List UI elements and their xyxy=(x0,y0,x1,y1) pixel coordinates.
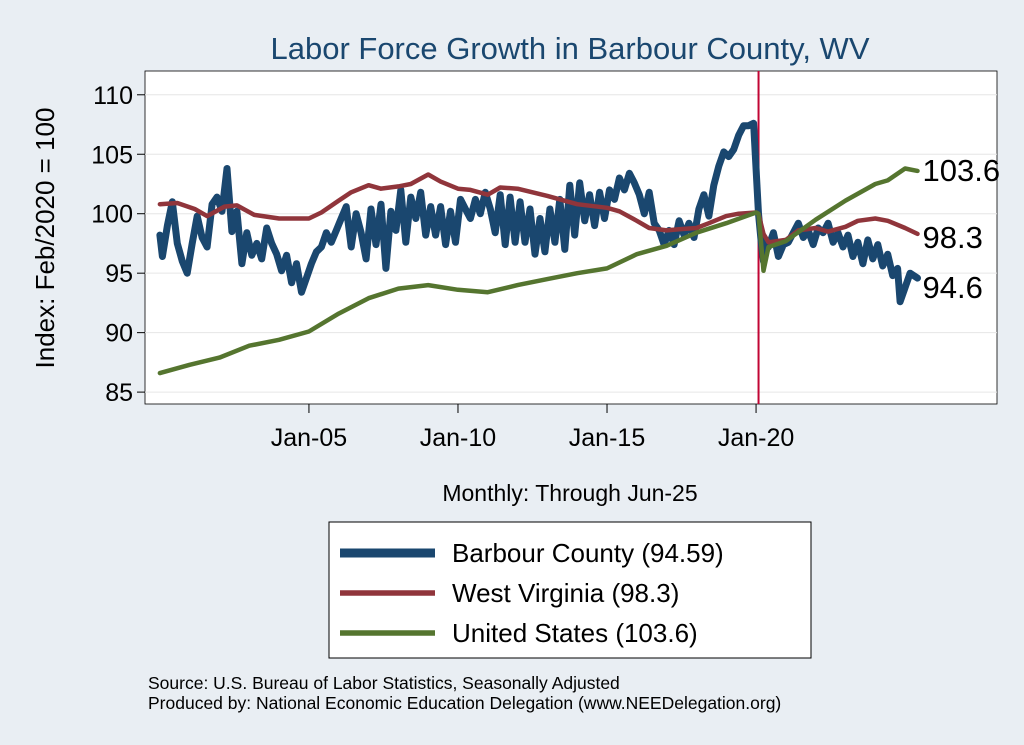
end-label-barbour: 94.6 xyxy=(923,270,983,305)
series-lines xyxy=(156,119,921,376)
x-tick-label-Jan-20: Jan-20 xyxy=(718,424,794,452)
x-tick-label-Jan-05: Jan-05 xyxy=(271,424,347,452)
end-label-us: 103.6 xyxy=(923,153,1001,188)
x-tick-label-Jan-10: Jan-10 xyxy=(420,424,496,452)
x-axis-title: Monthly: Through Jun-25 xyxy=(442,480,697,506)
y-axis-ticks: 85 90 95 100 105 110 xyxy=(91,82,145,407)
plot-area xyxy=(144,70,998,405)
y-tick-label-90: 90 xyxy=(105,320,133,348)
end-label-wv: 98.3 xyxy=(923,220,983,255)
y-tick-label-105: 105 xyxy=(91,141,133,169)
end-labels: 103.6 98.3 94.6 xyxy=(923,153,1001,305)
producer-note: Produced by: National Economic Education… xyxy=(148,693,781,713)
legend: Barbour County (94.59) West Virginia (98.… xyxy=(328,521,812,659)
legend-label-1: West Virginia (98.3) xyxy=(452,578,679,608)
y-axis-title: Index: Feb/2020 = 100 xyxy=(30,108,60,369)
y-tick-label-85: 85 xyxy=(105,379,133,407)
x-tick-label-Jan-15: Jan-15 xyxy=(569,424,645,452)
chart-title: Labor Force Growth in Barbour County, WV xyxy=(270,31,869,66)
legend-label-2: United States (103.6) xyxy=(452,618,698,648)
legend-label-0: Barbour County (94.59) xyxy=(452,538,724,568)
x-axis-ticks: Jan-05 Jan-10 Jan-15 Jan-20 xyxy=(271,404,794,452)
legend-entries: Barbour County (94.59) West Virginia (98.… xyxy=(340,538,724,648)
source-note: Source: U.S. Bureau of Labor Statistics,… xyxy=(148,673,620,693)
y-tick-label-100: 100 xyxy=(91,201,133,229)
y-tick-label-110: 110 xyxy=(93,82,133,110)
series-line-us xyxy=(157,166,920,376)
y-tick-label-95: 95 xyxy=(105,260,133,288)
